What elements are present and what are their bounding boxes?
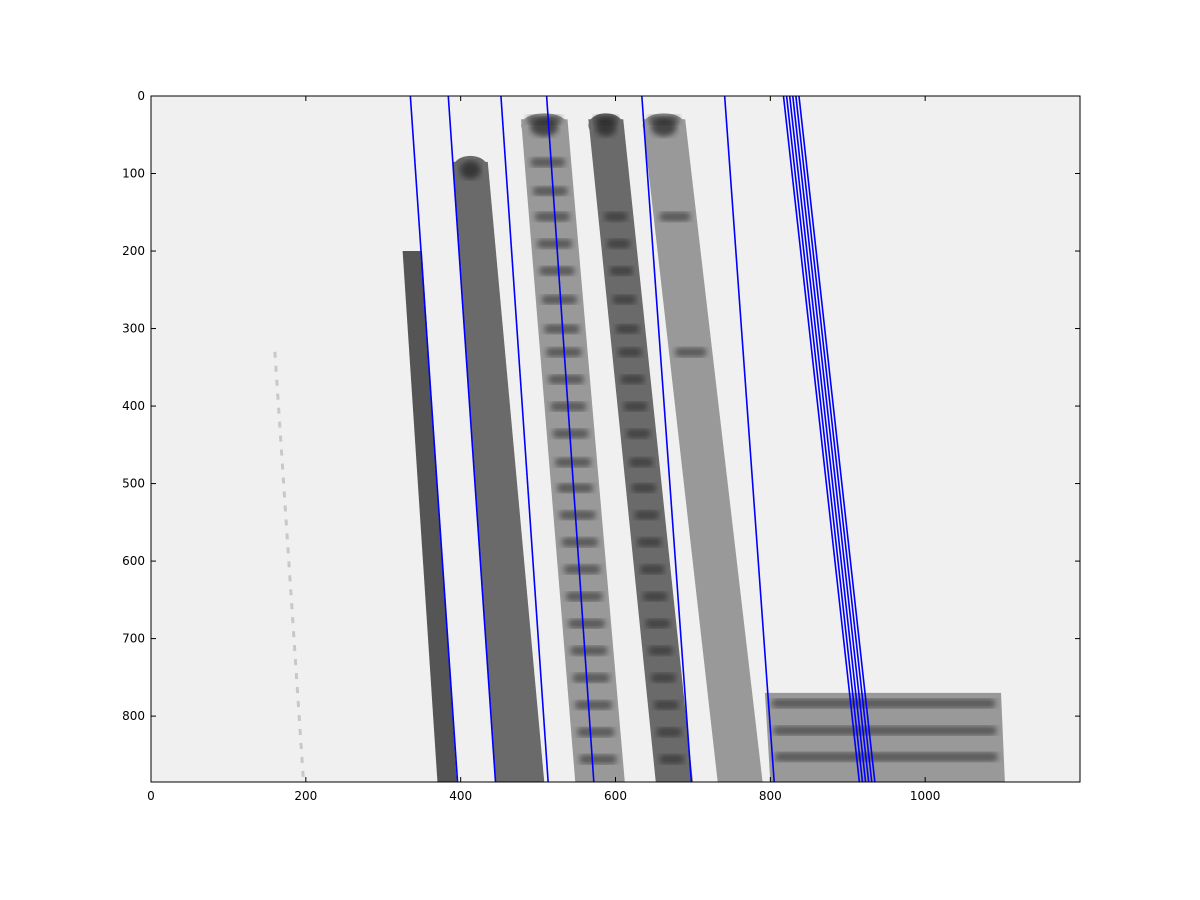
band-stripe — [577, 727, 615, 737]
band-stripe — [594, 115, 618, 125]
y-axis: 0 100 200 300 400 500 600 700 800 — [122, 89, 1080, 723]
x-tick-label: 1000 — [910, 789, 941, 803]
fit-line — [641, 96, 693, 782]
band-stripe — [541, 295, 578, 305]
x-axis: 0 200 400 600 800 1000 — [147, 96, 940, 803]
y-tick-label: 800 — [122, 709, 145, 723]
image-band — [452, 155, 545, 782]
fit-line — [788, 96, 867, 782]
y-tick-label: 200 — [122, 244, 145, 258]
band-stripe — [648, 115, 680, 125]
band-stripe — [552, 429, 589, 439]
band-stripe — [773, 726, 997, 736]
band-stripe — [539, 266, 575, 276]
faint-trace — [273, 351, 306, 782]
fitted-lines — [409, 96, 876, 782]
band-stripe — [659, 212, 691, 222]
band-stripe — [620, 374, 645, 384]
band-stripe — [527, 115, 562, 125]
band-stripe — [615, 324, 640, 334]
fit-line — [447, 96, 497, 782]
image-layer — [273, 113, 1005, 782]
fit-line — [723, 96, 776, 782]
y-tick-label: 300 — [122, 322, 145, 336]
fit-line — [782, 96, 861, 782]
y-tick-label: 500 — [122, 477, 145, 491]
band-stripe — [568, 619, 606, 629]
band-stripe — [659, 754, 685, 764]
image-band — [588, 113, 693, 782]
band-stripe — [618, 347, 642, 357]
band-stripe — [609, 266, 634, 276]
band-stripe — [771, 698, 996, 708]
fit-line — [795, 96, 873, 782]
y-tick-label: 400 — [122, 399, 145, 413]
band-stripe — [642, 591, 668, 601]
band-stripe — [563, 564, 601, 574]
band-stripe — [674, 347, 707, 357]
band-stripe — [634, 510, 659, 520]
x-tick-label: 800 — [759, 789, 782, 803]
band-stripe — [774, 752, 998, 762]
image-band — [764, 692, 1005, 782]
band-stripe — [566, 591, 603, 601]
band-stripe — [530, 157, 566, 167]
band-stripe — [579, 754, 617, 764]
band-stripe — [651, 673, 676, 683]
image-band — [521, 113, 625, 782]
band-stripe — [629, 457, 654, 467]
x-tick-label: 200 — [294, 789, 317, 803]
band-stripe — [561, 537, 599, 547]
image-band — [642, 113, 763, 782]
band-stripe — [645, 619, 671, 629]
band-stripe — [557, 483, 594, 493]
band-stripe — [604, 212, 628, 222]
fit-line — [785, 96, 864, 782]
band-body — [588, 119, 693, 782]
band-stripe — [537, 239, 573, 249]
y-tick-label: 100 — [122, 167, 145, 181]
band-body — [642, 119, 763, 782]
band-stripe — [653, 700, 679, 710]
band-stripe — [559, 510, 596, 520]
band-stripe — [612, 295, 637, 305]
x-tick-label: 600 — [604, 789, 627, 803]
fit-line — [791, 96, 870, 782]
x-tick-label: 0 — [147, 789, 155, 803]
y-tick-label: 600 — [122, 554, 145, 568]
band-cap-shadow — [459, 160, 481, 179]
band-stripe — [555, 457, 592, 467]
band-body — [402, 251, 457, 782]
fit-line — [409, 96, 459, 782]
band-body — [521, 119, 625, 782]
band-body — [452, 161, 545, 782]
band-stripe — [631, 483, 656, 493]
band-stripe — [534, 212, 570, 222]
fit-line — [798, 96, 876, 782]
band-stripe — [574, 700, 613, 710]
band-stripe — [640, 564, 665, 574]
band-stripe — [572, 673, 610, 683]
y-tick-label: 0 — [137, 89, 145, 103]
image-band — [402, 251, 457, 782]
band-stripe — [623, 402, 648, 412]
fit-line — [545, 96, 595, 782]
band-stripe — [648, 646, 674, 656]
band-stripe — [607, 239, 631, 249]
x-tick-label: 400 — [449, 789, 472, 803]
band-stripe — [656, 727, 682, 737]
band-stripe — [637, 537, 662, 547]
band-stripe — [532, 186, 568, 196]
band-stripe — [570, 646, 608, 656]
y-tick-label: 700 — [122, 632, 145, 646]
fit-line — [500, 96, 549, 782]
band-stripe — [626, 429, 651, 439]
